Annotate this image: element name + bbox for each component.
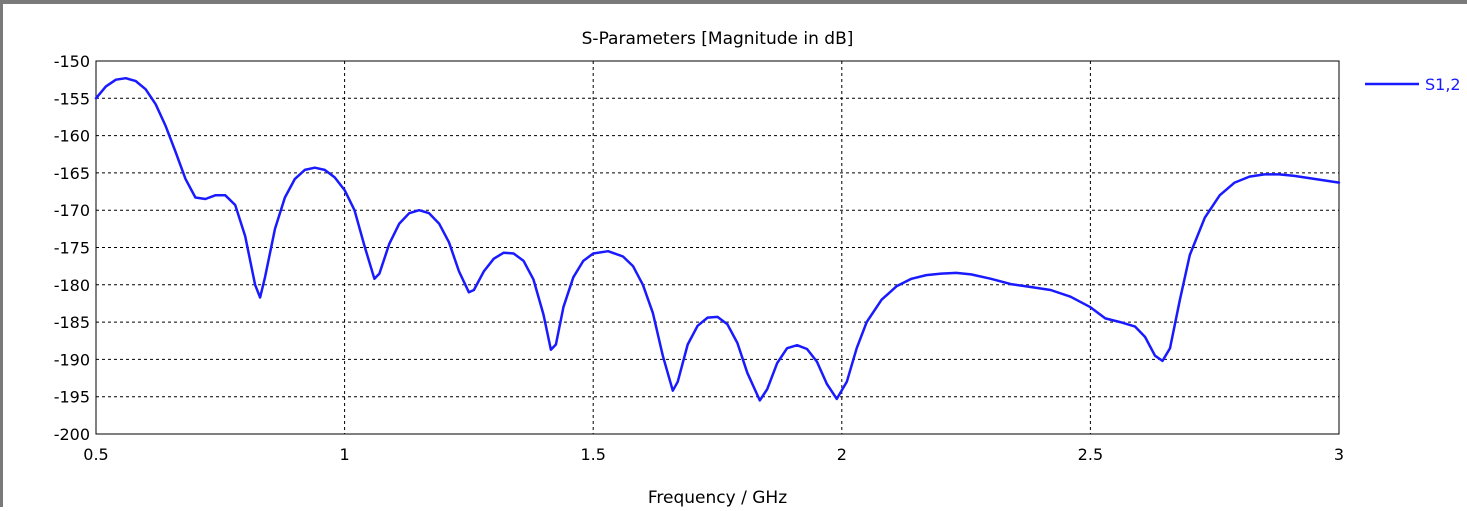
x-axis-label: Frequency / GHz [648,488,787,508]
chart-title: S-Parameters [Magnitude in dB] [582,29,854,49]
y-tick-label: -190 [54,350,90,369]
series-layer [94,76,1341,402]
series-line-s1-2 [94,76,1341,402]
x-tick-label: 2.5 [1078,445,1103,464]
y-tick-label: -160 [54,127,90,146]
chart: 0.5 1 1.5 2 2.5 3 -150 -155 -160 -165 -170 -175 -18… [54,29,1461,508]
y-tick-label: -195 [54,388,90,407]
y-tick-label: -200 [54,425,90,444]
y-tick-label: -185 [54,313,90,332]
y-tick-label: -165 [54,164,90,183]
x-tick-label: 1.5 [580,445,605,464]
y-tick-label: -175 [54,239,90,258]
y-tick-label: -155 [54,89,90,108]
legend[interactable]: S1,2 [1365,75,1461,94]
y-tick-label: -180 [54,276,90,295]
x-tick-label: 3 [1334,445,1344,464]
y-tick-label: -170 [54,201,90,220]
x-tick-label: 0.5 [83,445,108,464]
y-axis: -150 -155 -160 -165 -170 -175 -180 -185 -190 -195… [54,52,90,444]
grid [96,61,1339,434]
x-tick-label: 1 [340,445,350,464]
legend-label: S1,2 [1425,75,1461,94]
x-axis: 0.5 1 1.5 2 2.5 3 [83,445,1344,464]
plot-area [95,60,1340,435]
x-tick-label: 2 [837,445,847,464]
y-tick-label: -150 [54,52,90,71]
